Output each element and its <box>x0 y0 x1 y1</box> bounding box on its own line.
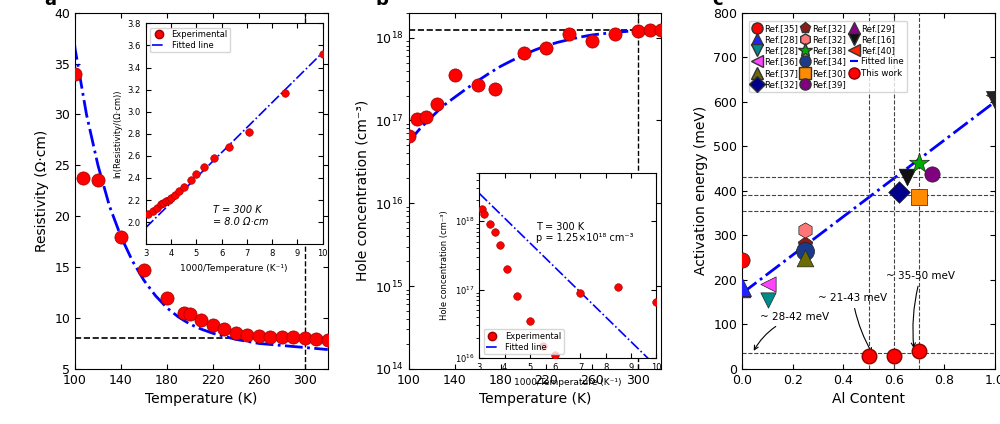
Point <box>911 348 927 354</box>
Point <box>797 226 813 233</box>
Text: c: c <box>712 0 723 9</box>
Point <box>734 257 750 263</box>
Point <box>228 330 244 337</box>
X-axis label: Al Content: Al Content <box>832 392 905 406</box>
Point <box>924 171 940 178</box>
Point <box>429 100 445 107</box>
Text: b: b <box>376 0 389 9</box>
Y-axis label: Hole concentration (cm⁻³): Hole concentration (cm⁻³) <box>356 100 370 282</box>
Point <box>239 332 255 339</box>
Point <box>797 255 813 262</box>
Point <box>409 115 425 122</box>
Point <box>447 72 463 79</box>
Point <box>886 352 902 359</box>
Point <box>285 334 301 341</box>
Point <box>67 70 83 77</box>
Point <box>216 326 232 332</box>
Point <box>734 283 750 290</box>
Point <box>987 92 1000 98</box>
Point <box>113 233 129 240</box>
Point <box>607 31 623 38</box>
X-axis label: Temperature (K): Temperature (K) <box>479 392 591 406</box>
Point <box>320 337 336 344</box>
Point <box>90 176 106 183</box>
Text: ~ 35-50 meV: ~ 35-50 meV <box>886 271 955 347</box>
Point <box>193 317 209 324</box>
Point <box>297 335 313 342</box>
Point <box>899 173 915 180</box>
X-axis label: Temperature (K): Temperature (K) <box>145 392 258 406</box>
Point <box>911 194 927 201</box>
Point <box>911 160 927 167</box>
Point <box>75 174 91 181</box>
Text: ~ 28-42 meV: ~ 28-42 meV <box>754 312 829 350</box>
Legend: Ref.[35], Ref.[28], Ref.[28], Ref.[36], Ref.[37], Ref.[32], Ref.[32], Ref.[32], : Ref.[35], Ref.[28], Ref.[28], Ref.[36], … <box>749 21 907 92</box>
Point <box>418 114 434 120</box>
Point <box>470 81 486 88</box>
Point <box>308 336 324 343</box>
Point <box>487 86 503 92</box>
Point <box>176 310 192 316</box>
Point <box>734 285 750 292</box>
Point <box>561 31 577 38</box>
Point <box>159 294 175 301</box>
Point <box>891 188 907 195</box>
Point <box>760 281 776 288</box>
Point <box>987 97 1000 104</box>
Point <box>516 50 532 56</box>
Point <box>274 334 290 341</box>
Text: ~ 21-43 meV: ~ 21-43 meV <box>818 293 887 352</box>
Point <box>797 241 813 248</box>
Point <box>797 248 813 254</box>
Point <box>136 267 152 273</box>
Point <box>584 38 600 45</box>
Y-axis label: Activation energy (meV): Activation energy (meV) <box>694 106 708 276</box>
Y-axis label: Resistivity (Ω·cm): Resistivity (Ω·cm) <box>35 130 49 252</box>
Point <box>205 322 221 329</box>
Text: a: a <box>45 0 57 9</box>
Point <box>182 310 198 317</box>
Point <box>760 296 776 303</box>
Point <box>653 26 669 33</box>
Point <box>642 27 658 34</box>
Point <box>401 133 417 139</box>
Point <box>630 28 646 34</box>
Point <box>262 334 278 341</box>
Point <box>861 352 877 359</box>
Point <box>251 333 267 340</box>
Point <box>538 45 554 51</box>
